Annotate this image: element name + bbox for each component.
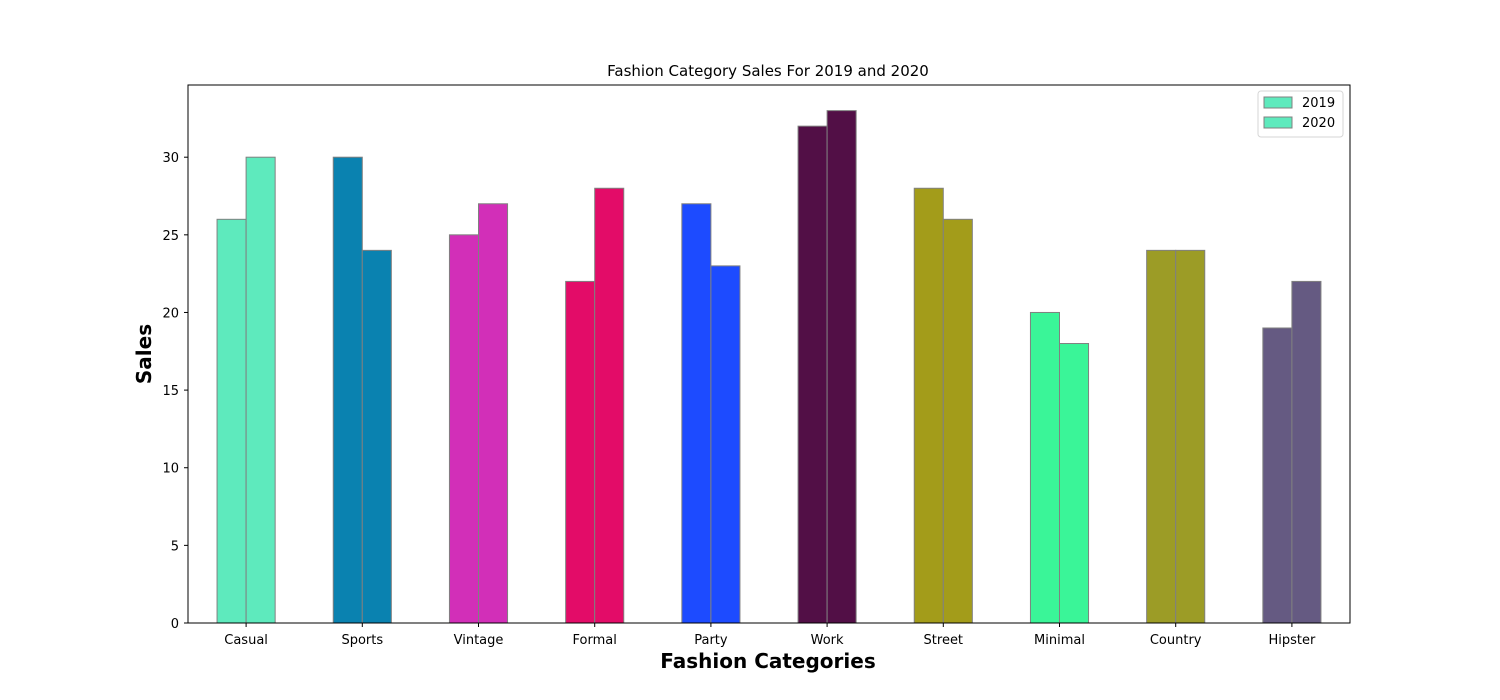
bar-minimal-2019 <box>1029 311 1060 624</box>
bar-vintage-2019 <box>448 234 480 624</box>
legend: 2019 2020 <box>1257 90 1344 138</box>
legend-swatch-2020 <box>1263 116 1293 129</box>
bar-country-2020 <box>1175 249 1206 624</box>
bar-formal-2019 <box>565 280 596 624</box>
bar-casual-2019 <box>216 218 247 624</box>
x-tick-label: Hipster <box>1268 633 1316 648</box>
bar-formal-2020 <box>594 187 625 624</box>
bar-street-2020 <box>942 218 973 624</box>
bar-country-2019 <box>1146 249 1177 624</box>
y-tick-label: 30 <box>162 151 179 166</box>
y-tick-label: 10 <box>162 462 179 477</box>
legend-swatch-2019 <box>1263 96 1293 109</box>
x-tick-label: Casual <box>224 633 268 648</box>
y-tick-label: 15 <box>162 384 179 399</box>
bar-street-2019 <box>913 187 944 624</box>
bar-vintage-2020 <box>478 203 509 624</box>
bar-hipster-2019 <box>1262 327 1293 624</box>
x-axis: Casual Sports Vintage Formal Party Work Street… <box>224 623 1316 648</box>
bar-sports-2020 <box>361 249 392 624</box>
x-tick-label: Minimal <box>1034 633 1085 648</box>
bar-party-2020 <box>710 265 741 624</box>
y-tick-label: 25 <box>162 229 179 244</box>
x-tick-label: Vintage <box>454 633 504 648</box>
y-axis-title: Sales <box>132 324 156 384</box>
y-axis: 0 5 10 15 20 25 30 <box>162 151 188 632</box>
y-tick-label: 20 <box>162 306 179 321</box>
legend-label-2020: 2020 <box>1302 116 1335 131</box>
x-axis-title: Fashion Categories <box>660 649 875 673</box>
x-tick-label: Party <box>694 633 728 648</box>
x-tick-label: Work <box>811 633 844 648</box>
axes-frame <box>187 84 1351 624</box>
y-tick-label: 0 <box>171 617 179 632</box>
bar-party-2019 <box>681 203 712 624</box>
x-tick-label: Formal <box>573 633 617 648</box>
bar-casual-2020 <box>245 156 276 624</box>
x-tick-label: Street <box>924 633 964 648</box>
chart-title: Fashion Category Sales For 2019 and 2020 <box>607 62 929 80</box>
legend-label-2019: 2019 <box>1302 96 1335 111</box>
bar-hipster-2020 <box>1291 280 1322 624</box>
bar-sports-2019 <box>332 156 363 624</box>
x-tick-label: Country <box>1150 633 1202 648</box>
x-tick-label: Sports <box>341 633 383 648</box>
bars-group <box>216 110 1322 624</box>
y-tick-label: 5 <box>171 539 179 554</box>
bar-minimal-2020 <box>1059 343 1090 624</box>
bar-work-2020 <box>826 110 857 624</box>
bar-work-2019 <box>797 125 828 624</box>
